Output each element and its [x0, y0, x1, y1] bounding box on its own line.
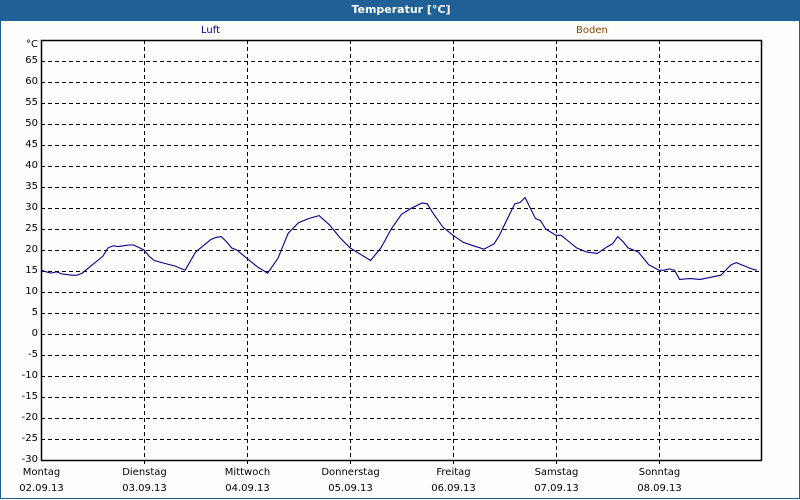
x-tick-date-label: 04.09.13 — [225, 483, 270, 494]
y-tick-label: 45 — [25, 138, 38, 150]
x-tick-day-label: Donnerstag — [321, 467, 380, 478]
window-title: Temperatur [°C] — [1, 0, 800, 21]
y-tick-label: 20 — [25, 243, 38, 255]
x-tick-day-label: Mittwoch — [224, 467, 271, 478]
grid-lines — [41, 40, 761, 460]
y-tick-label: 55 — [25, 96, 38, 108]
x-tick-day-label: Freitag — [436, 467, 471, 478]
y-tick-label: 35 — [25, 180, 38, 192]
x-tick-day-label: Sonntag — [638, 467, 681, 478]
legend-item-luft: Luft — [201, 25, 220, 36]
y-tick-label: 15 — [25, 264, 38, 276]
y-tick-label: 0 — [31, 327, 38, 339]
x-tick-day-label: Dienstag — [122, 467, 167, 478]
y-tick-label: -5 — [28, 348, 38, 360]
x-tick-day-label: Montag — [22, 467, 61, 478]
x-tick-date-label: 05.09.13 — [328, 483, 373, 494]
x-tick-date-label: 03.09.13 — [122, 483, 167, 494]
y-tick-label: 40 — [25, 159, 38, 171]
x-tick-date-label: 08.09.13 — [637, 483, 682, 494]
y-tick-label: 65 — [25, 54, 38, 66]
x-tick-date-label: 02.09.13 — [19, 483, 64, 494]
y-axis-unit-label: °C — [26, 39, 38, 50]
y-tick-label: -20 — [21, 411, 38, 423]
legend-item-boden: Boden — [576, 25, 608, 36]
y-tick-label: 10 — [25, 285, 38, 297]
x-tick-day-label: Samstag — [534, 467, 579, 478]
y-tick-label: 60 — [25, 75, 38, 87]
y-tick-label: 50 — [25, 117, 38, 129]
y-tick-label: 25 — [25, 222, 38, 234]
x-tick-date-label: 06.09.13 — [431, 483, 476, 494]
y-tick-label: -30 — [21, 453, 38, 465]
x-tick-date-label: 07.09.13 — [534, 483, 579, 494]
plot-frame — [40, 39, 763, 462]
y-tick-label: 30 — [25, 201, 38, 213]
y-tick-label: -25 — [21, 432, 38, 444]
y-tick-label: -10 — [21, 369, 38, 381]
x-tick-marks — [144, 460, 660, 464]
series-line-luft — [40, 196, 758, 280]
y-tick-label: -15 — [21, 390, 38, 402]
y-tick-label: 5 — [31, 306, 38, 318]
